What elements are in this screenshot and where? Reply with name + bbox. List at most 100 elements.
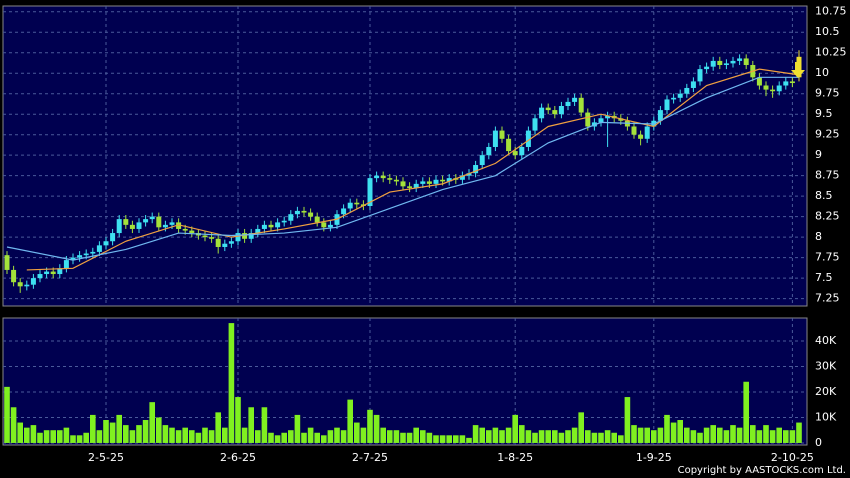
volume-bar — [789, 430, 796, 443]
candle-body — [776, 85, 782, 92]
volume-bar — [486, 430, 492, 443]
candle-body — [486, 146, 492, 156]
volume-bar — [70, 435, 76, 443]
candle-body — [83, 253, 89, 256]
candle-body — [367, 178, 373, 206]
volume-bar — [235, 397, 241, 443]
candle-body — [129, 224, 135, 229]
volume-bar — [43, 430, 50, 443]
candle-body — [578, 97, 584, 113]
y-tick-label: 9.5 — [815, 107, 833, 120]
volume-bar — [512, 414, 518, 443]
volume-bar — [149, 402, 155, 443]
candle-body — [242, 233, 248, 239]
candle-body — [30, 278, 36, 285]
volume-bar — [24, 427, 30, 443]
volume-bar — [274, 435, 281, 443]
candle-body — [37, 274, 43, 279]
volume-bar — [380, 427, 386, 443]
y-tick-label: 8.25 — [815, 210, 840, 223]
volume-bar — [387, 430, 393, 443]
candle-body — [189, 230, 195, 234]
volume-bar — [136, 425, 142, 443]
volume-bar — [710, 425, 716, 443]
candle-body — [235, 233, 241, 242]
candle-body — [162, 224, 168, 228]
volume-bar — [129, 430, 136, 443]
y-tick-label: 40K — [815, 334, 837, 347]
candle-body — [730, 60, 736, 64]
volume-bar — [453, 435, 459, 443]
candle-body — [532, 118, 538, 131]
candle-body — [710, 60, 716, 67]
volume-bar — [776, 427, 782, 443]
candle-body — [176, 222, 182, 229]
volume-bar — [459, 435, 466, 443]
volume-bar — [241, 427, 248, 443]
volume-bar — [400, 432, 406, 443]
candle-body — [24, 284, 30, 287]
volume-bar — [545, 430, 551, 443]
volume-bar — [743, 381, 749, 443]
candle-body — [657, 110, 663, 121]
volume-bar — [505, 427, 512, 443]
volume-bar — [730, 425, 736, 443]
volume-bar — [307, 427, 314, 443]
candle-body — [565, 101, 571, 106]
y-tick-label: 10.25 — [815, 46, 847, 59]
candle-body — [492, 130, 498, 147]
candle-body — [116, 219, 122, 234]
candle-body — [149, 216, 155, 220]
volume-bar — [30, 425, 37, 443]
volume-bar — [420, 430, 426, 443]
volume-bar — [565, 430, 571, 443]
candle-body — [446, 178, 452, 182]
candle-body — [763, 85, 769, 90]
volume-bar — [406, 432, 413, 443]
x-tick-label: 2-10-25 — [771, 451, 814, 464]
volume-bar — [492, 427, 499, 443]
y-tick-label: 0 — [815, 436, 822, 449]
volume-bar — [796, 422, 802, 443]
candle-body — [255, 228, 261, 234]
candle-body — [426, 181, 432, 184]
candle-body — [664, 99, 670, 111]
candle-body — [110, 233, 116, 242]
candle-body — [558, 106, 564, 115]
candle-body — [380, 175, 386, 179]
volume-bar — [116, 414, 122, 443]
candle-body — [671, 97, 677, 100]
candle-body — [783, 81, 789, 86]
candle-body — [506, 138, 512, 152]
candle-body — [156, 216, 162, 228]
volume-bar — [202, 427, 208, 443]
candle-body — [677, 93, 683, 98]
moving-average — [26, 68, 800, 271]
candle-body — [499, 130, 505, 139]
volume-bar — [367, 409, 373, 443]
candle-body — [598, 118, 604, 123]
y-tick-label: 7.5 — [815, 271, 833, 284]
volume-bar — [248, 407, 254, 443]
volume-bar — [552, 430, 558, 443]
candle-body — [545, 107, 551, 111]
volume-bar — [57, 430, 63, 443]
volume-bar — [103, 420, 109, 443]
candle-body — [638, 134, 644, 139]
candle-body — [294, 210, 300, 215]
volume-bar — [109, 422, 116, 443]
volume-bar — [618, 435, 624, 443]
volume-bar — [393, 430, 400, 443]
volume-bar — [228, 323, 235, 443]
candle-body — [63, 260, 69, 269]
volume-bar — [736, 427, 743, 443]
candle-body — [585, 112, 591, 127]
copyright: Copyright by AASTOCKS.com Ltd. — [678, 465, 846, 476]
volume-bar — [763, 425, 769, 443]
candle-body — [136, 222, 142, 229]
volume-bar — [538, 430, 545, 443]
candle-body — [96, 245, 102, 252]
candle-body — [393, 179, 399, 182]
volume-bar — [413, 427, 419, 443]
